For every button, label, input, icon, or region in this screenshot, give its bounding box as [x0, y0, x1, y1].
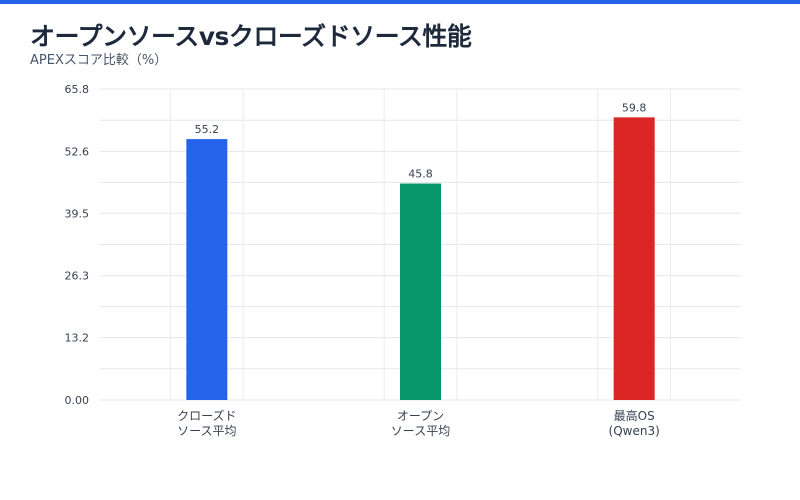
y-tick-label: 13.2 — [65, 332, 90, 345]
x-axis: クローズドソース平均 オープンソース平均 最高OS (Qwen3) — [177, 408, 660, 438]
bar — [186, 139, 228, 400]
y-tick-label: 26.3 — [65, 270, 90, 283]
x-tick-label: クローズドソース平均 — [177, 408, 236, 438]
x-tick-label: 最高OS (Qwen3) — [609, 408, 660, 438]
chart-subtitle: APEXスコア比較（%） — [30, 53, 168, 68]
bar-value-label: 59.8 — [622, 101, 647, 114]
y-tick-label: 39.5 — [65, 207, 90, 220]
y-tick-label: 65.8 — [65, 83, 90, 96]
bar-value-label: 45.8 — [408, 168, 433, 181]
accent-top-bar — [0, 0, 800, 4]
bars-group: 55.2 45.8 59.8 — [186, 101, 655, 400]
y-tick-label: 0.00 — [65, 394, 90, 407]
bar — [613, 117, 655, 400]
bar — [400, 183, 441, 400]
x-tick-label: オープンソース平均 — [391, 409, 450, 438]
chart-title: オープンソースvsクローズドソース性能 — [30, 22, 472, 51]
y-axis: 0.00 13.2 26.3 39.5 52.6 65.8 — [65, 83, 90, 407]
y-tick-label: 52.6 — [65, 145, 90, 158]
bar-value-label: 55.2 — [195, 123, 220, 136]
